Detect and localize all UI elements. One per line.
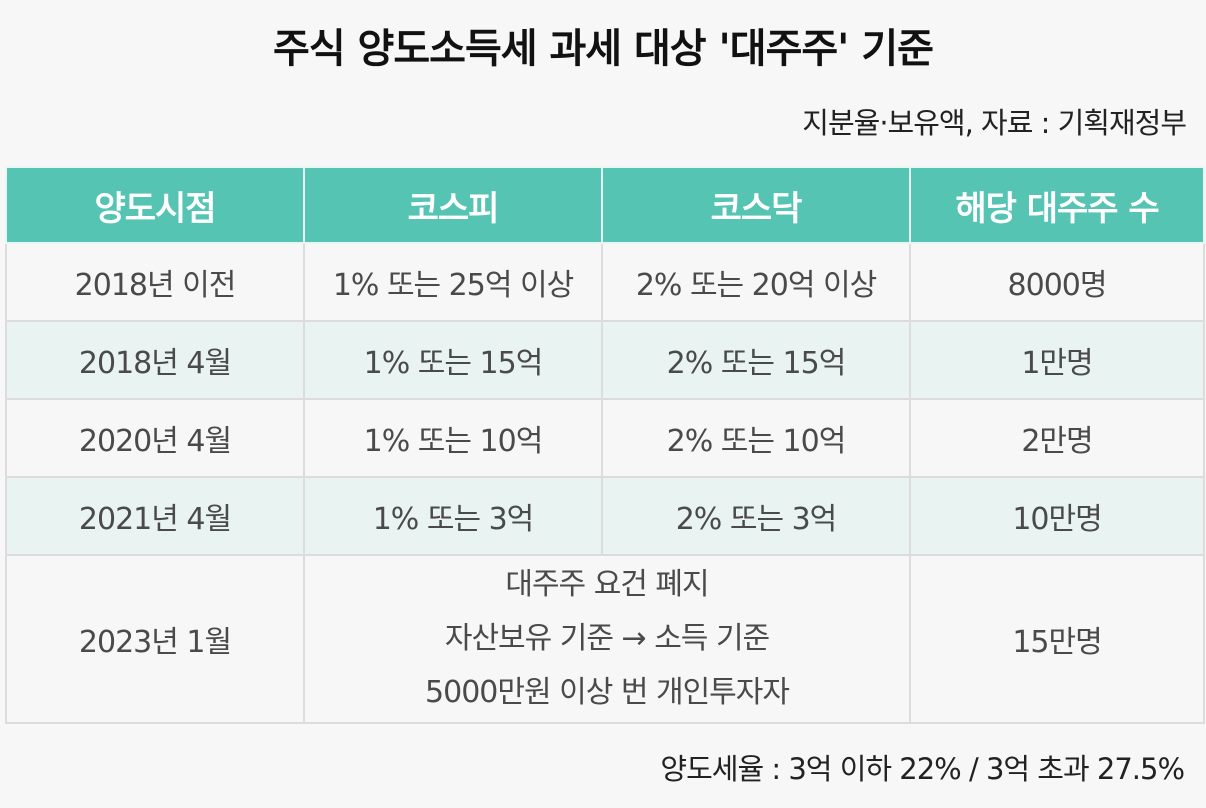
cell-kosdaq: 2% 또는 3억 [601, 476, 911, 556]
cell-period: 2018년 이전 [5, 242, 305, 322]
criteria-table: 양도시점 코스피 코스닥 해당 대주주 수 2018년 이전 1% 또는 25억… [5, 166, 1205, 724]
header-kosdaq: 코스닥 [601, 166, 911, 244]
table-row: 2018년 이전 1% 또는 25억 이상 2% 또는 20억 이상 8000명 [5, 242, 1205, 322]
cell-count: 10만명 [909, 476, 1205, 556]
header-period: 양도시점 [5, 166, 305, 244]
header-count: 해당 대주주 수 [909, 166, 1205, 244]
cell-kospi: 1% 또는 15억 [303, 320, 603, 400]
table-row: 2020년 4월 1% 또는 10억 2% 또는 10억 2만명 [5, 398, 1205, 478]
tax-rate-note: 양도세율 : 3억 이하 22% / 3억 초과 27.5% [660, 752, 1185, 786]
cell-kospi: 1% 또는 3억 [303, 476, 603, 556]
cell-kosdaq: 2% 또는 10억 [601, 398, 911, 478]
cell-period: 2023년 1월 [5, 554, 305, 724]
table-header-row: 양도시점 코스피 코스닥 해당 대주주 수 [5, 166, 1205, 244]
cell-period: 2020년 4월 [5, 398, 305, 478]
cell-count: 1만명 [909, 320, 1205, 400]
cell-kosdaq: 2% 또는 20억 이상 [601, 242, 911, 322]
criteria-line: 5000만원 이상 번 개인투자자 [425, 675, 790, 710]
table-row: 2021년 4월 1% 또는 3억 2% 또는 3억 10만명 [5, 476, 1205, 556]
header-kospi: 코스피 [303, 166, 603, 244]
criteria-line: 자산보유 기준 → 소득 기준 [444, 621, 770, 656]
cell-period: 2021년 4월 [5, 476, 305, 556]
criteria-line: 대주주 요건 폐지 [505, 567, 709, 602]
source-note: 지분율·보유액, 자료 : 기획재정부 [802, 106, 1187, 140]
page-title: 주식 양도소득세 과세 대상 '대주주' 기준 [273, 26, 934, 72]
cell-kosdaq: 2% 또는 15억 [601, 320, 911, 400]
cell-count: 2만명 [909, 398, 1205, 478]
cell-count: 8000명 [909, 242, 1205, 322]
cell-criteria-merged: 대주주 요건 폐지 자산보유 기준 → 소득 기준 5000만원 이상 번 개인… [303, 554, 911, 724]
cell-period: 2018년 4월 [5, 320, 305, 400]
cell-kospi: 1% 또는 25억 이상 [303, 242, 603, 322]
table-row: 2018년 4월 1% 또는 15억 2% 또는 15억 1만명 [5, 320, 1205, 400]
cell-kospi: 1% 또는 10억 [303, 398, 603, 478]
cell-count: 15만명 [909, 554, 1205, 724]
table-row: 2023년 1월 대주주 요건 폐지 자산보유 기준 → 소득 기준 5000만… [5, 554, 1205, 724]
